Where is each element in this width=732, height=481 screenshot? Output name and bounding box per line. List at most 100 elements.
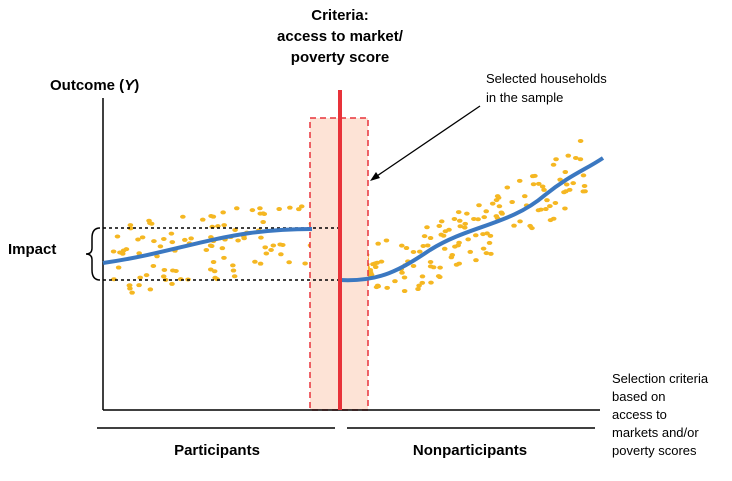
dot	[298, 204, 305, 209]
dot	[188, 236, 194, 241]
label-part: Outcome (	[50, 77, 124, 94]
dot	[139, 235, 146, 240]
dot	[370, 262, 376, 267]
x-axis-note: markets and/or	[612, 425, 699, 440]
dot	[483, 209, 490, 214]
dot	[374, 260, 381, 265]
group-label: Participants	[174, 442, 260, 459]
dot	[484, 231, 490, 236]
x-axis-note: based on	[612, 389, 666, 404]
dot	[221, 255, 227, 260]
dot	[572, 155, 579, 160]
dot	[481, 215, 488, 220]
dot	[451, 217, 458, 222]
dot	[221, 223, 227, 228]
title-line: Criteria:	[311, 7, 369, 24]
dot	[203, 247, 210, 252]
title-line: poverty score	[291, 49, 389, 66]
y-axis-label: Outcome (Y)	[50, 77, 139, 94]
dot	[127, 223, 134, 228]
dot	[565, 153, 572, 158]
dot	[258, 235, 264, 240]
dot	[547, 204, 553, 209]
dot	[480, 246, 487, 251]
dot	[220, 210, 226, 215]
dot	[553, 157, 559, 162]
dot	[511, 223, 517, 228]
impact-label: Impact	[8, 241, 56, 258]
dot	[488, 251, 494, 256]
callout-arrow	[373, 105, 481, 179]
dot	[372, 265, 379, 270]
dot	[475, 217, 481, 222]
dot	[161, 236, 167, 241]
label-part: )	[134, 77, 139, 94]
dot	[249, 208, 256, 213]
dot	[455, 210, 462, 215]
dot	[231, 274, 238, 279]
dot	[135, 237, 141, 242]
dot	[499, 211, 505, 216]
dot	[260, 220, 266, 225]
dot	[562, 206, 568, 211]
dot	[552, 200, 559, 205]
dot	[419, 280, 426, 285]
callout-text: Selected households	[486, 71, 607, 86]
dot	[441, 246, 448, 251]
dot	[570, 181, 577, 186]
dot	[252, 259, 258, 264]
dot	[207, 243, 214, 248]
dot	[114, 234, 121, 239]
dot	[476, 203, 482, 208]
dot	[126, 283, 133, 288]
dot	[233, 206, 240, 211]
dot	[416, 283, 422, 288]
label-var: Y	[124, 77, 136, 94]
dot	[530, 182, 537, 187]
dot	[154, 254, 160, 259]
dot	[543, 207, 549, 212]
dot	[110, 249, 117, 254]
dot	[374, 283, 381, 288]
dot	[489, 201, 496, 206]
dot	[473, 258, 479, 263]
dot	[420, 243, 427, 248]
dot	[461, 225, 468, 230]
dot	[496, 204, 503, 209]
dot	[199, 217, 206, 222]
dot	[210, 260, 217, 265]
title-line: access to market/	[277, 28, 404, 45]
dot	[437, 265, 443, 270]
dot	[235, 238, 241, 243]
dot	[378, 259, 385, 264]
x-axis-note: Selection criteria	[612, 371, 709, 386]
dot	[452, 244, 458, 249]
dot	[487, 233, 494, 238]
dot	[262, 245, 269, 250]
dot	[160, 274, 167, 279]
dot	[208, 213, 214, 218]
dot	[421, 234, 428, 239]
dot	[211, 269, 218, 274]
dot	[276, 207, 282, 212]
group-label: Nonparticipants	[413, 442, 527, 459]
dot	[182, 237, 188, 242]
dot	[566, 187, 573, 192]
dot	[401, 275, 408, 280]
dot	[296, 207, 302, 212]
dot	[471, 216, 477, 221]
dot	[384, 285, 390, 290]
dot	[219, 246, 226, 251]
dot	[428, 280, 434, 285]
dot	[521, 194, 528, 199]
dot	[115, 265, 122, 270]
dot	[462, 221, 469, 226]
dot	[169, 240, 176, 245]
dot	[532, 173, 538, 178]
dot	[151, 239, 157, 244]
dot	[157, 244, 164, 249]
dot	[127, 286, 133, 291]
dot	[467, 249, 474, 254]
dot	[136, 283, 142, 288]
